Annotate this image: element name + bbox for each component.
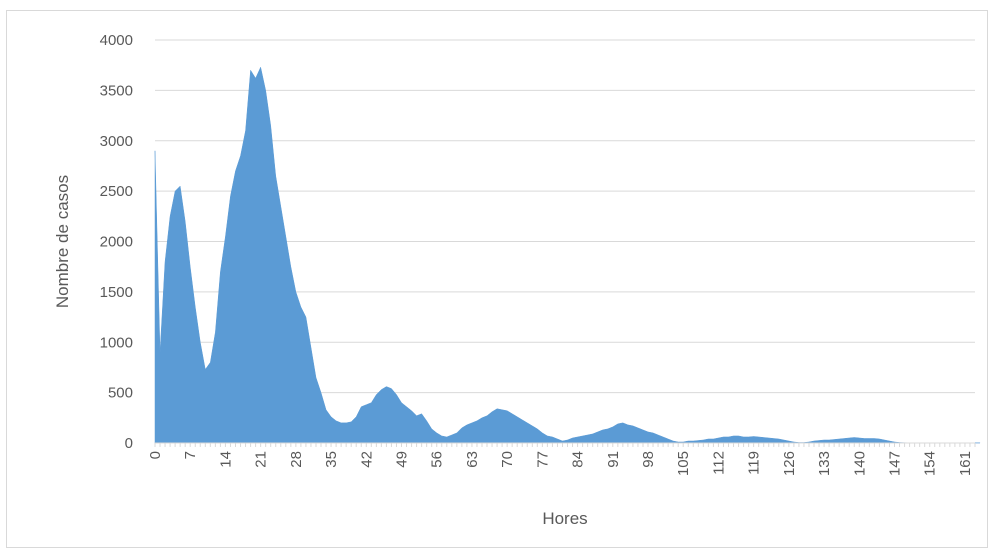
x-tick-label: 77 (534, 451, 551, 468)
x-tick-label: 119 (746, 451, 763, 475)
y-tick-label: 1500 (100, 284, 133, 301)
x-tick-label: 7 (182, 451, 199, 459)
x-tick-label: 91 (605, 451, 622, 468)
x-tick-label: 98 (640, 451, 657, 468)
x-tick-labels: 0 7 14 21 28 35 42 49 56 63 70 77 84 91 98 105 112 119 126… (147, 443, 976, 476)
x-tick-label: 63 (464, 451, 481, 468)
y-tick-label: 3000 (100, 133, 133, 150)
y-tick-label: 2500 (100, 183, 133, 200)
x-tick-label: 70 (499, 451, 516, 468)
y-tick-label: 0 (125, 435, 133, 452)
x-tick-label: 133 (816, 451, 833, 476)
x-tick-label: 161 (957, 451, 974, 476)
y-tick-label: 500 (108, 385, 133, 402)
y-tick-label: 2000 (100, 234, 133, 251)
x-tick-label: 154 (922, 451, 939, 476)
y-tick-label: 3500 (100, 82, 133, 99)
x-axis-title: Hores (542, 509, 587, 528)
x-tick-label: 0 (147, 451, 164, 459)
y-tick-label: 1000 (100, 334, 133, 351)
x-tick-label: 14 (217, 451, 234, 468)
x-tick-label: 112 (710, 451, 727, 475)
x-tick-label: 35 (323, 451, 340, 468)
x-tick-label: 21 (253, 451, 270, 468)
y-tick-labels: 0 500 1000 1500 2000 2500 3000 3500 4000 (100, 32, 133, 452)
x-tick-label: 42 (358, 451, 375, 468)
series-area (154, 66, 981, 444)
x-tick-label: 56 (429, 451, 446, 468)
x-tick-label: 126 (781, 451, 798, 476)
x-tick-label: 28 (288, 451, 305, 468)
x-tick-label: 140 (851, 451, 868, 476)
x-tick-label: 49 (394, 451, 411, 468)
area-series (154, 66, 981, 444)
y-tick-label: 4000 (100, 32, 133, 49)
x-tick-label: 84 (570, 451, 587, 468)
x-tick-label: 147 (887, 451, 904, 476)
x-tick-label: 105 (675, 451, 692, 476)
y-axis-title: Nombre de casos (53, 175, 72, 308)
